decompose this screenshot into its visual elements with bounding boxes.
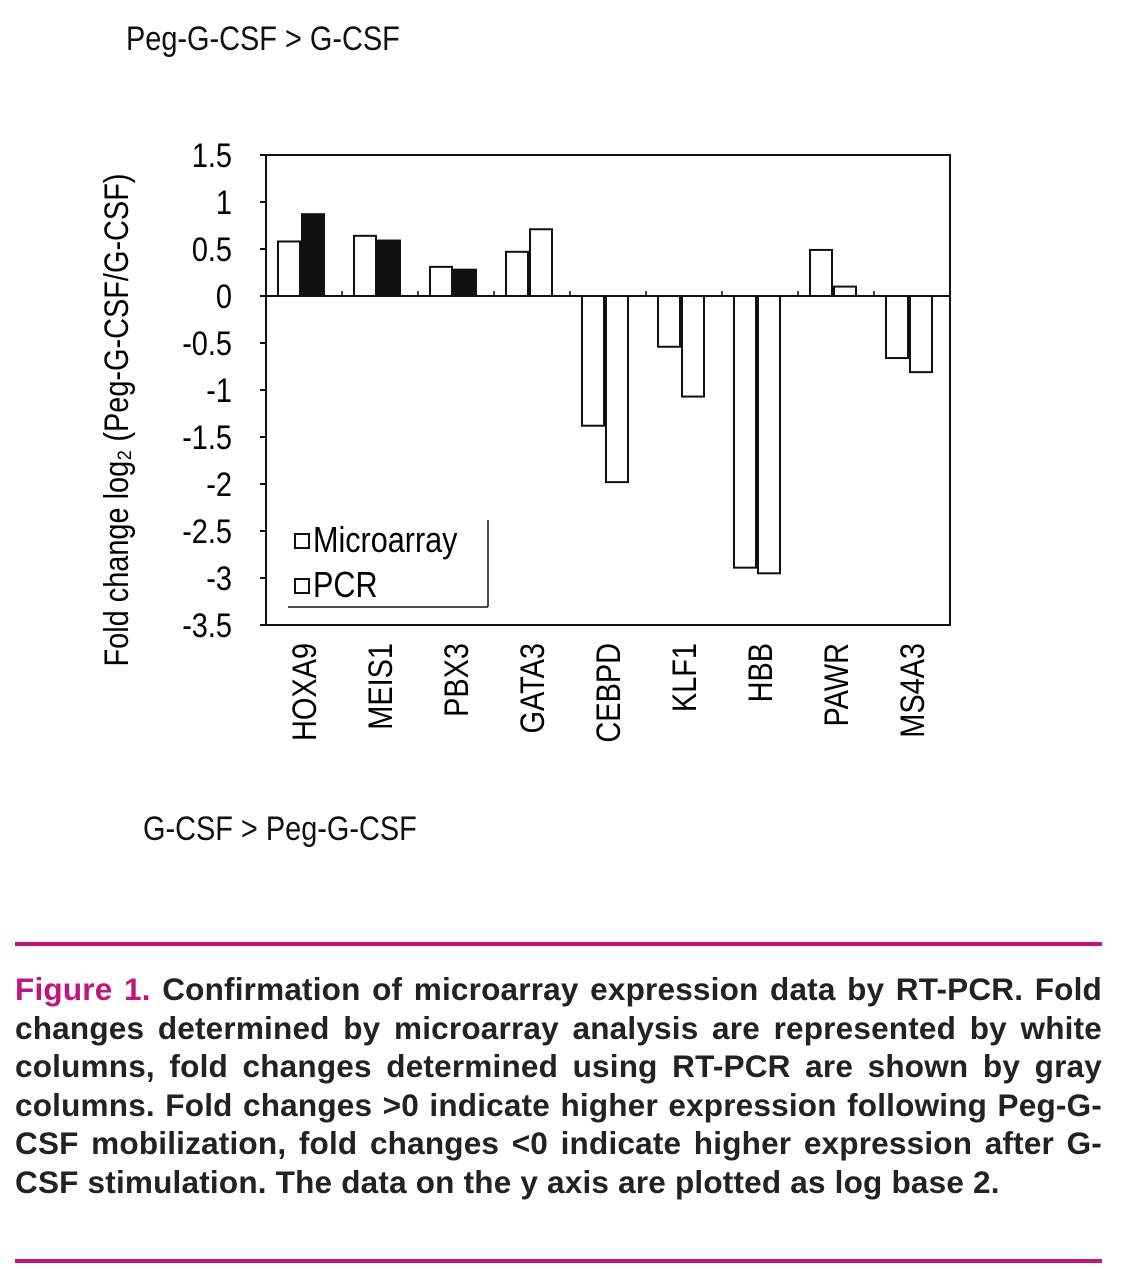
bar-microarray-meis1 [353,234,377,297]
bar-chart: 1.5 1 0.5 0 -0.5 -1 -1.5 -2 -2.5 -3 -3.5 Fold chang… [97,136,951,743]
y-tick-label: -3.5 [182,606,232,645]
x-tick-label: MEIS1 [361,643,400,730]
bar-microarray-pbx3 [429,265,453,297]
y-tick-label: 1.5 [192,136,232,175]
footer-note: G-CSF > Peg-G-CSF [143,810,417,848]
bar-pcr-pbx3 [453,268,477,297]
y-tick-label: -2.5 [182,512,232,551]
bar-microarray-klf1 [657,295,681,348]
y-axis-label: Fold change log₂ (Peg-G-CSF/G-CSF) [97,174,136,667]
legend-swatch [294,533,310,549]
bar-microarray-hbb [733,295,757,569]
caption-bottom-rule [15,1259,1102,1263]
bar-pcr-klf1 [681,295,705,398]
bar-microarray-ms4a3 [885,295,909,360]
caption-top-rule [15,942,1102,946]
bar-microarray-pawr [809,248,833,298]
y-tick-label: -3 [206,559,232,598]
bar-pcr-pawr [833,285,857,298]
x-tick-label: PBX3 [437,643,476,717]
bar-pcr-meis1 [377,239,401,297]
bar-pcr-gata3 [529,228,553,297]
x-tick-label: PAWR [817,643,856,726]
caption-text: Confirmation of microarray expression da… [15,971,1102,1200]
x-tick-label: HBB [741,643,780,702]
y-tick-label: 1 [216,183,232,222]
legend-label: Microarray [313,521,458,561]
bar-microarray-gata3 [505,250,529,298]
y-tick-label: 0 [216,277,232,316]
bar-pcr-hoxa9 [301,213,325,297]
x-tick-label: HOXA9 [285,643,324,741]
y-tick-label: -2 [206,465,232,504]
x-tick-label: GATA3 [513,643,552,733]
bar-pcr-cebpd [605,295,629,484]
y-tick-label: -0.5 [182,324,232,363]
figure-label: Figure 1. [15,971,151,1007]
x-tick-label: MS4A3 [893,643,932,738]
y-tick-label: -1 [206,371,232,410]
legend-label: PCR [313,566,378,606]
x-tick-label: CEBPD [589,643,628,743]
x-tick-label: KLF1 [665,643,704,712]
bar-microarray-cebpd [581,295,605,427]
legend-swatch [294,578,310,594]
y-tick-label: 0.5 [192,230,232,269]
y-tick-label: -1.5 [182,418,232,457]
figure-caption: Figure 1. Confirmation of microarray exp… [15,970,1102,1201]
header-note: Peg-G-CSF > G-CSF [126,20,400,58]
bar-pcr-hbb [757,295,781,575]
bar-microarray-hoxa9 [277,240,301,297]
bar-pcr-ms4a3 [909,295,933,374]
